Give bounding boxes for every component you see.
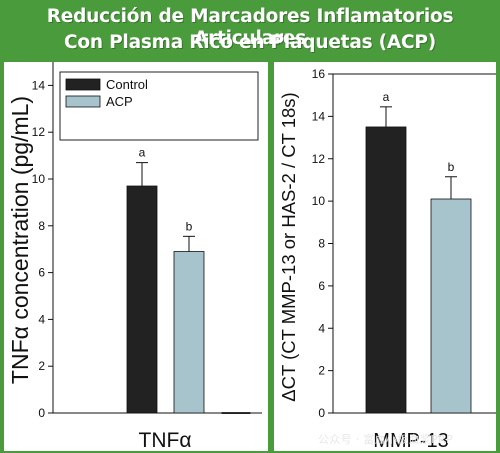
right-bars: ab bbox=[365, 90, 472, 414]
left-tick-label: 4 bbox=[38, 312, 45, 326]
left-y-axis-label: TNFα concentration (pg/mL) bbox=[7, 96, 33, 384]
right-significance-letter: a bbox=[383, 90, 390, 104]
left-bar-acp bbox=[173, 251, 205, 414]
right-tick-label: 10 bbox=[312, 194, 326, 208]
left-tick-label: 2 bbox=[38, 359, 45, 373]
right-tick-label: 4 bbox=[318, 321, 325, 335]
right-bar-control bbox=[365, 126, 407, 414]
legend-label-control: Control bbox=[106, 77, 148, 92]
right-y-axis-label: ΔCT (CT MMP-13 or HAS-2 / CT 18s) bbox=[278, 92, 299, 401]
title-line-1: Reducción de Marcadores Inflamatorios Ar… bbox=[46, 6, 454, 49]
right-y-ticks: 0 2 4 6 8 10 12 14 16 bbox=[312, 67, 496, 420]
legend: Control ACP bbox=[59, 71, 259, 141]
right-bar-acp bbox=[430, 198, 472, 414]
left-bar-control bbox=[126, 185, 158, 414]
right-tick-label: 6 bbox=[318, 279, 325, 293]
right-tick-label: 16 bbox=[312, 67, 326, 81]
right-tick-label: 8 bbox=[318, 237, 325, 251]
right-tick-label: 0 bbox=[318, 406, 325, 420]
tnf-alpha-panel: TNFα concentration (pg/mL) TNFα 0 2 4 6 8 10 1… bbox=[4, 62, 268, 452]
left-tick-label: 0 bbox=[38, 406, 45, 420]
right-tick-label: 14 bbox=[312, 109, 326, 123]
legend-swatch-control bbox=[65, 78, 101, 91]
mmp13-panel: ΔCT (CT MMP-13 or HAS-2 / CT 18s) MMP-13… bbox=[274, 62, 496, 452]
watermark-text: 公众号 · 富血小板血浆PRP bbox=[318, 433, 453, 446]
left-tick-label: 10 bbox=[32, 172, 46, 186]
left-tick-label: 12 bbox=[32, 125, 46, 139]
left-significance-letter: a bbox=[139, 146, 146, 160]
left-tick-label: 6 bbox=[38, 266, 45, 280]
right-x-axis-label: MMP-13 bbox=[373, 430, 449, 452]
legend-label-acp: ACP bbox=[106, 94, 133, 109]
title-line-2: Con Plasma Rico en Plaquetas (ACP) bbox=[63, 32, 437, 53]
left-bar-trailing bbox=[221, 412, 251, 414]
left-significance-letter: b bbox=[186, 219, 193, 233]
left-bars: ab bbox=[126, 146, 251, 414]
legend-frame bbox=[59, 71, 259, 141]
left-tick-label: 8 bbox=[38, 219, 45, 233]
left-tick-label: 14 bbox=[32, 78, 46, 92]
right-tick-label: 2 bbox=[318, 364, 325, 378]
legend-swatch-acp bbox=[65, 95, 101, 108]
left-x-axis-label: TNFα bbox=[139, 429, 192, 452]
right-tick-label: 12 bbox=[312, 152, 326, 166]
right-significance-letter: b bbox=[448, 160, 455, 174]
